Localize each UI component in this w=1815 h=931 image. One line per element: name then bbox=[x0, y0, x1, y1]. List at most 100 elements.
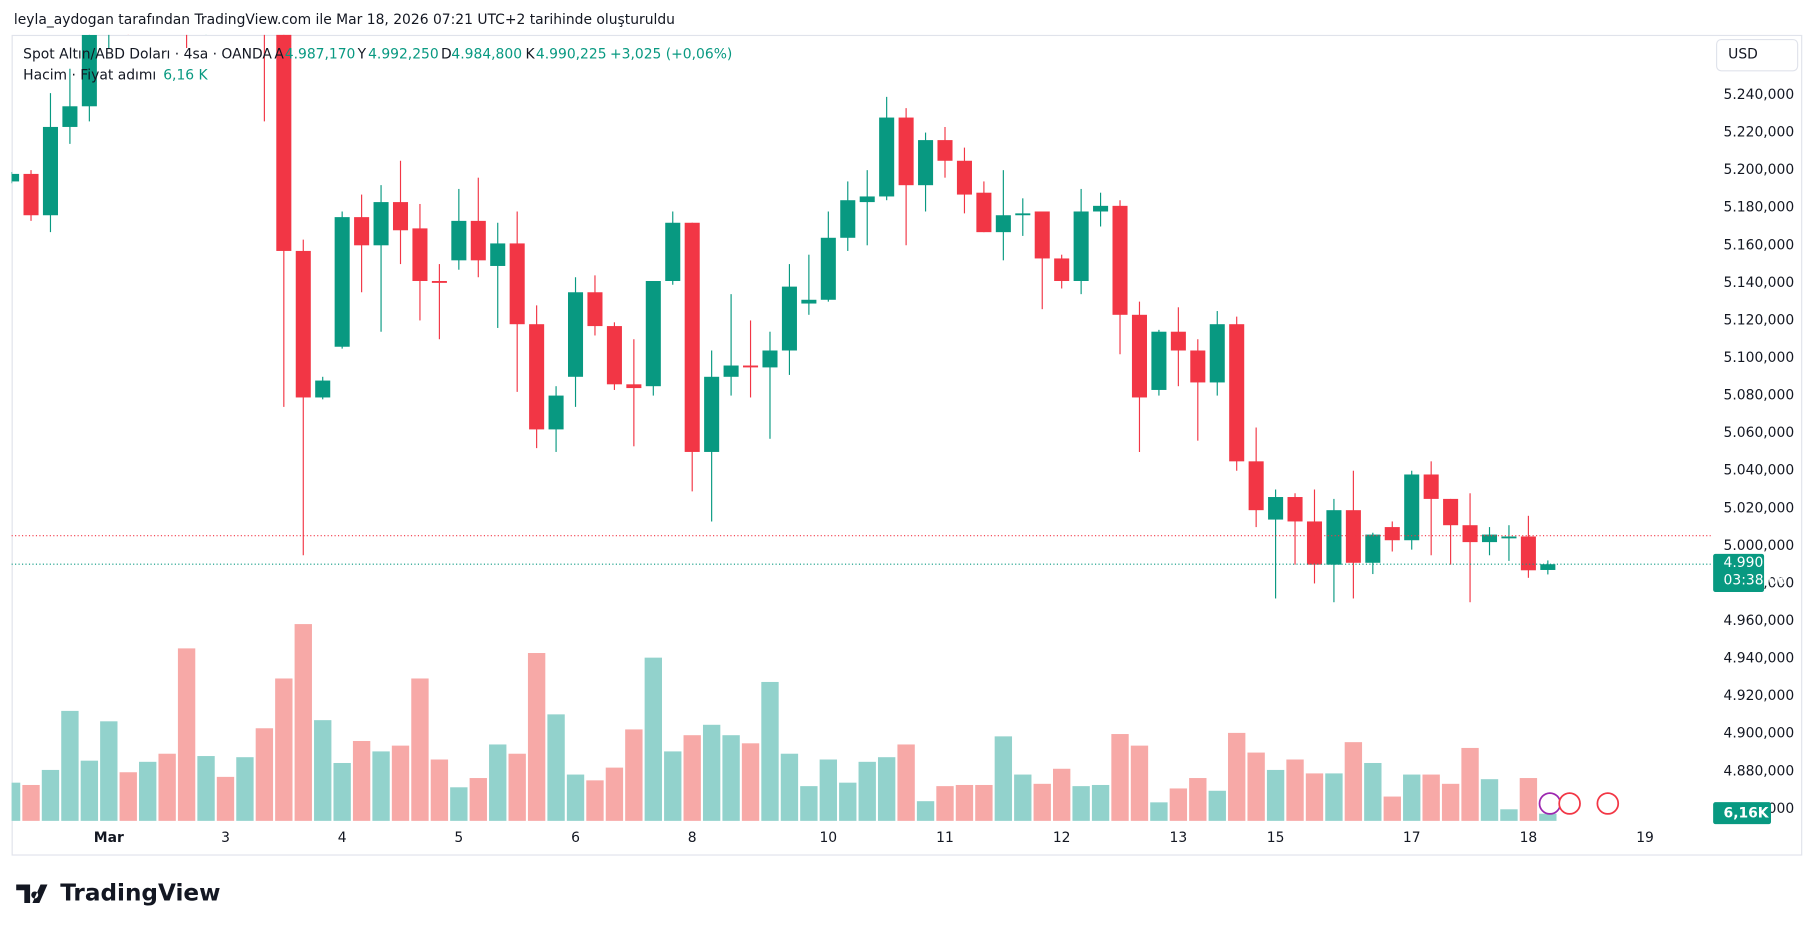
y-tick-label: 5.000,000 bbox=[1724, 538, 1795, 554]
candle-body bbox=[1287, 497, 1303, 522]
y-tick-label: 5.060,000 bbox=[1724, 425, 1795, 441]
candle-body bbox=[1501, 536, 1517, 539]
volume-bar bbox=[800, 786, 818, 821]
y-tick-label: 5.080,000 bbox=[1724, 388, 1795, 404]
candle-body bbox=[820, 237, 836, 300]
volume-bar bbox=[1539, 813, 1557, 821]
candle-body bbox=[645, 280, 661, 387]
candle-body bbox=[1540, 564, 1556, 570]
y-tick-label: 5.240,000 bbox=[1724, 87, 1795, 103]
candle-body bbox=[879, 117, 895, 197]
volume-bar bbox=[702, 724, 721, 821]
event-icon[interactable] bbox=[1558, 792, 1581, 815]
candle-body bbox=[1054, 258, 1070, 281]
y-tick-label: 5.220,000 bbox=[1724, 125, 1795, 141]
volume-bar bbox=[936, 786, 954, 821]
candle-body bbox=[412, 228, 428, 281]
legend-symbol: Spot Altın/ABD Doları · 4sa · OANDA bbox=[23, 47, 272, 63]
candle-body bbox=[1073, 211, 1089, 281]
candle-body bbox=[392, 202, 409, 231]
volume-bar bbox=[741, 743, 760, 821]
volume-bar bbox=[1422, 774, 1440, 821]
candle-body bbox=[1326, 510, 1342, 565]
volume-bar bbox=[1072, 786, 1090, 821]
volume-bar bbox=[975, 784, 993, 821]
volume-bar bbox=[1305, 773, 1324, 821]
event-icon[interactable] bbox=[1596, 792, 1620, 815]
y-tick-label: 4.920,000 bbox=[1724, 688, 1795, 704]
y-tick-label: 5.180,000 bbox=[1724, 200, 1795, 216]
brand-name: TradingView bbox=[60, 880, 220, 906]
candle-body bbox=[587, 292, 603, 327]
candle-body bbox=[956, 160, 972, 195]
candle-body bbox=[1229, 324, 1245, 462]
volume-bar bbox=[1364, 762, 1382, 821]
chart-frame bbox=[11, 34, 1803, 856]
volume-bar bbox=[877, 757, 896, 821]
volume-bar bbox=[1500, 809, 1518, 821]
volume-bar bbox=[1344, 742, 1363, 821]
volume-bar bbox=[197, 756, 215, 821]
volume-bar bbox=[1266, 769, 1285, 821]
candle-body bbox=[840, 200, 856, 238]
volume-bar bbox=[1033, 783, 1051, 821]
x-tick-label: 15 bbox=[1267, 830, 1285, 846]
volume-bar bbox=[372, 751, 390, 821]
candle-body bbox=[1481, 534, 1498, 543]
currency-button[interactable] bbox=[1716, 38, 1799, 72]
volume-bar bbox=[1014, 774, 1032, 821]
candle-body bbox=[626, 384, 642, 389]
x-tick-label: Mar bbox=[94, 830, 124, 846]
volume-bar bbox=[722, 735, 740, 821]
candle-body bbox=[334, 217, 350, 347]
volume-bar bbox=[839, 782, 857, 821]
volume-badge bbox=[1713, 802, 1772, 825]
countdown: 03:38:06 bbox=[1724, 572, 1786, 588]
legend-key: Y bbox=[357, 47, 367, 63]
candle-body bbox=[1384, 527, 1400, 541]
volume-bar bbox=[314, 720, 332, 821]
legend-value: 4.984,800 bbox=[451, 47, 522, 63]
volume-value: 6,16 K bbox=[163, 67, 208, 83]
volume-bar bbox=[1208, 790, 1226, 821]
volume-bar bbox=[1130, 745, 1149, 821]
candle-body bbox=[1345, 510, 1361, 563]
volume-bar bbox=[664, 751, 682, 821]
volume-bar bbox=[527, 653, 546, 821]
x-tick-label: 19 bbox=[1636, 830, 1654, 846]
candle-body bbox=[704, 376, 720, 452]
candle-body bbox=[723, 365, 739, 377]
brand-logo bbox=[16, 884, 48, 904]
volume-bar bbox=[897, 744, 915, 821]
volume-title: Hacim · Fiyat adımı bbox=[23, 67, 156, 83]
x-tick-label: 11 bbox=[936, 830, 954, 846]
volume-bar bbox=[1519, 778, 1538, 821]
y-tick-label: 5.120,000 bbox=[1724, 312, 1795, 328]
volume-bar bbox=[916, 801, 935, 821]
y-tick-label: 5.200,000 bbox=[1724, 162, 1795, 178]
x-tick-label: 3 bbox=[221, 830, 230, 846]
volume-bar bbox=[955, 784, 974, 821]
y-tick-label: 5.020,000 bbox=[1724, 500, 1795, 516]
candle-body bbox=[665, 222, 681, 281]
candle-body bbox=[1151, 331, 1167, 390]
candle-body bbox=[354, 217, 370, 246]
currency-label[interactable]: USD bbox=[1728, 47, 1758, 63]
x-tick-label: 8 bbox=[688, 830, 697, 846]
candle-body bbox=[937, 140, 953, 161]
candle-body bbox=[42, 126, 58, 216]
x-tick-label: 4 bbox=[338, 830, 347, 846]
x-tick-label: 6 bbox=[571, 830, 580, 846]
candle-body bbox=[276, 34, 292, 251]
candle-body bbox=[567, 292, 584, 377]
event-icon[interactable] bbox=[1538, 792, 1562, 815]
event-icons[interactable] bbox=[1538, 792, 1620, 815]
volume-bar bbox=[605, 767, 624, 821]
candle-body bbox=[1365, 534, 1381, 563]
candle-body bbox=[295, 250, 311, 398]
y-tick-label: 5.100,000 bbox=[1724, 350, 1795, 366]
volume-bar bbox=[255, 728, 274, 821]
volume-bar bbox=[1053, 768, 1071, 821]
candle-body bbox=[743, 365, 759, 368]
candle-body bbox=[801, 299, 817, 304]
